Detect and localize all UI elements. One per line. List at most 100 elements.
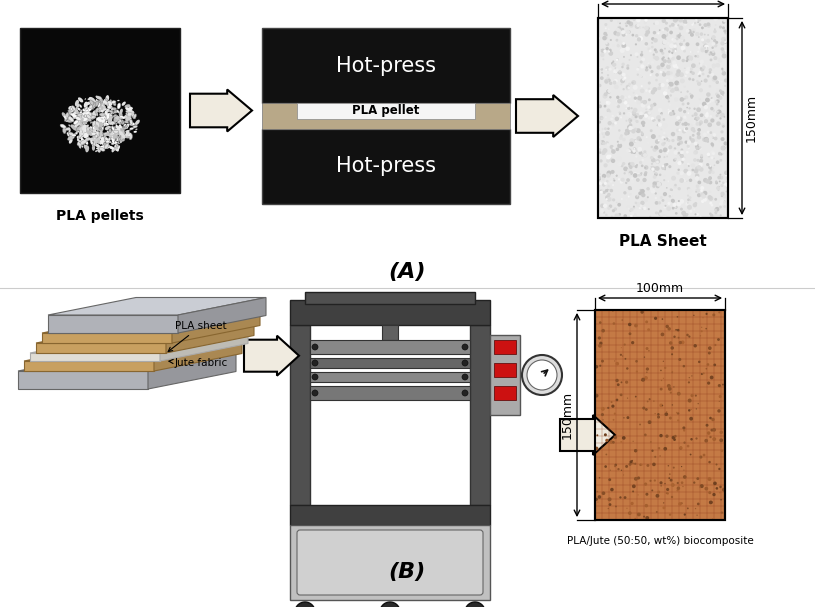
Ellipse shape: [108, 101, 112, 105]
Circle shape: [645, 68, 649, 72]
Circle shape: [616, 202, 618, 203]
Circle shape: [632, 133, 636, 136]
Ellipse shape: [81, 133, 83, 135]
Circle shape: [617, 143, 622, 148]
Circle shape: [674, 435, 676, 438]
Ellipse shape: [68, 124, 71, 126]
Circle shape: [698, 23, 702, 26]
Circle shape: [601, 72, 603, 74]
Circle shape: [655, 50, 658, 53]
Ellipse shape: [104, 133, 107, 134]
Circle shape: [627, 64, 629, 67]
Circle shape: [615, 44, 619, 47]
Circle shape: [668, 82, 672, 86]
Circle shape: [650, 74, 652, 76]
Circle shape: [667, 492, 669, 495]
Circle shape: [699, 159, 703, 163]
Circle shape: [634, 127, 637, 131]
Ellipse shape: [71, 107, 73, 110]
Circle shape: [664, 67, 667, 70]
Circle shape: [674, 86, 679, 91]
Circle shape: [649, 398, 650, 400]
Circle shape: [724, 85, 726, 87]
Circle shape: [661, 52, 664, 55]
Circle shape: [622, 43, 626, 48]
Circle shape: [637, 476, 640, 480]
Ellipse shape: [130, 127, 134, 130]
Circle shape: [680, 154, 684, 158]
Ellipse shape: [104, 137, 108, 141]
Circle shape: [637, 195, 638, 197]
Circle shape: [722, 384, 724, 385]
Circle shape: [627, 398, 628, 399]
Circle shape: [703, 137, 709, 142]
Ellipse shape: [83, 127, 86, 131]
Ellipse shape: [99, 131, 103, 136]
Circle shape: [649, 167, 651, 169]
Circle shape: [669, 104, 671, 106]
Circle shape: [710, 151, 715, 155]
Ellipse shape: [79, 134, 82, 138]
Ellipse shape: [117, 103, 121, 109]
Ellipse shape: [126, 132, 130, 137]
Circle shape: [627, 168, 632, 173]
Text: PLA pellet: PLA pellet: [352, 104, 420, 117]
Ellipse shape: [89, 105, 92, 109]
Ellipse shape: [112, 126, 114, 131]
Circle shape: [720, 499, 722, 501]
Circle shape: [645, 367, 649, 371]
Ellipse shape: [108, 113, 112, 117]
Circle shape: [647, 116, 651, 120]
Circle shape: [621, 79, 626, 84]
Circle shape: [612, 123, 615, 125]
Ellipse shape: [117, 127, 122, 129]
Circle shape: [644, 356, 645, 358]
Circle shape: [641, 189, 645, 192]
Circle shape: [522, 355, 562, 395]
Bar: [310, 372, 470, 382]
Ellipse shape: [114, 141, 117, 144]
Circle shape: [717, 58, 722, 63]
Circle shape: [604, 182, 607, 185]
Ellipse shape: [118, 104, 119, 106]
Circle shape: [658, 119, 661, 122]
Circle shape: [663, 39, 667, 44]
Ellipse shape: [98, 96, 102, 100]
Circle shape: [706, 112, 708, 115]
Circle shape: [695, 64, 698, 68]
Circle shape: [678, 83, 680, 85]
Circle shape: [694, 117, 698, 121]
Ellipse shape: [73, 109, 77, 112]
Circle shape: [687, 141, 691, 144]
Circle shape: [689, 67, 693, 70]
Circle shape: [644, 198, 648, 202]
Circle shape: [615, 148, 619, 151]
Circle shape: [704, 138, 709, 143]
Circle shape: [693, 54, 694, 56]
Circle shape: [685, 141, 688, 144]
Circle shape: [597, 146, 602, 150]
Circle shape: [631, 89, 632, 91]
Circle shape: [711, 146, 714, 148]
Circle shape: [604, 127, 607, 130]
Ellipse shape: [98, 105, 104, 109]
Circle shape: [681, 149, 683, 151]
Circle shape: [628, 195, 630, 197]
Ellipse shape: [115, 129, 118, 134]
Circle shape: [710, 131, 712, 134]
Circle shape: [617, 29, 619, 31]
Circle shape: [635, 195, 639, 199]
Bar: [310, 386, 470, 400]
Circle shape: [678, 358, 681, 361]
Circle shape: [685, 117, 688, 120]
Circle shape: [668, 53, 672, 58]
Circle shape: [698, 62, 703, 65]
Circle shape: [640, 53, 643, 56]
Circle shape: [612, 209, 615, 212]
Ellipse shape: [68, 117, 74, 122]
Circle shape: [695, 143, 698, 147]
Ellipse shape: [112, 123, 113, 126]
Circle shape: [694, 152, 696, 154]
Circle shape: [595, 498, 598, 501]
Circle shape: [598, 131, 601, 134]
